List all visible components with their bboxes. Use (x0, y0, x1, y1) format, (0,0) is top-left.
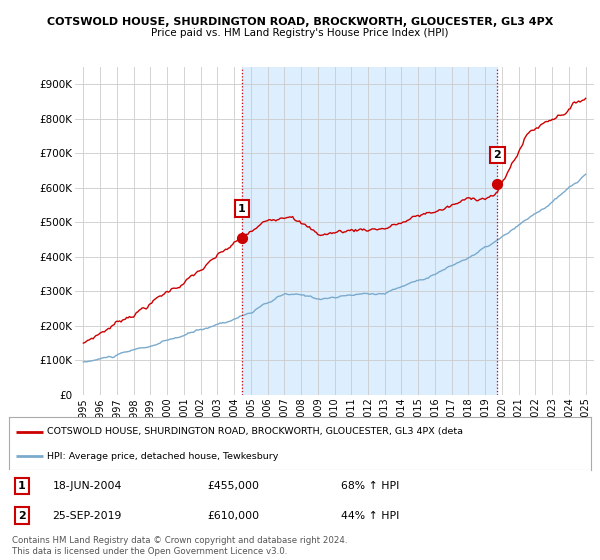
Text: £610,000: £610,000 (207, 511, 259, 521)
Text: COTSWOLD HOUSE, SHURDINGTON ROAD, BROCKWORTH, GLOUCESTER, GL3 4PX: COTSWOLD HOUSE, SHURDINGTON ROAD, BROCKW… (47, 17, 553, 27)
Text: Contains HM Land Registry data © Crown copyright and database right 2024.
This d: Contains HM Land Registry data © Crown c… (12, 536, 347, 556)
Bar (242, 67, 497, 395)
Text: HPI: Average price, detached house, Tewkesbury: HPI: Average price, detached house, Tewk… (47, 451, 278, 460)
Point (237, 234, 247, 242)
Text: 68% ↑ HPI: 68% ↑ HPI (341, 481, 399, 491)
Text: 25-SEP-2019: 25-SEP-2019 (53, 511, 122, 521)
Text: 1: 1 (18, 481, 26, 491)
Text: 2: 2 (18, 511, 26, 521)
Text: Price paid vs. HM Land Registry's House Price Index (HPI): Price paid vs. HM Land Registry's House … (151, 28, 449, 38)
Point (493, 180, 502, 189)
Text: COTSWOLD HOUSE, SHURDINGTON ROAD, BROCKWORTH, GLOUCESTER, GL3 4PX (deta: COTSWOLD HOUSE, SHURDINGTON ROAD, BROCKW… (47, 427, 463, 436)
Text: 44% ↑ HPI: 44% ↑ HPI (341, 511, 399, 521)
Text: 2: 2 (494, 150, 501, 160)
Text: 18-JUN-2004: 18-JUN-2004 (53, 481, 122, 491)
Text: £455,000: £455,000 (207, 481, 259, 491)
Text: 1: 1 (238, 204, 246, 213)
